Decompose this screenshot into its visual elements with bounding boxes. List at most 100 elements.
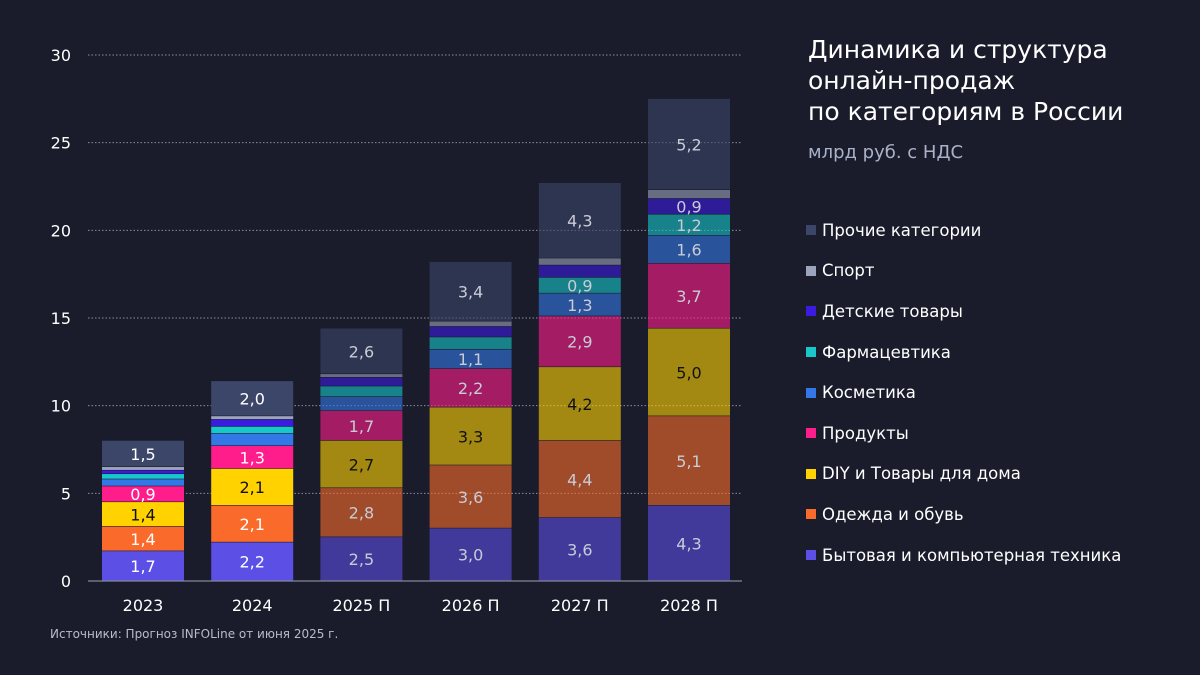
bar-segment <box>320 377 403 386</box>
source-note: Источники: Прогноз INFOLine от июня 2025… <box>50 627 339 641</box>
legend-label: Одежда и обувь <box>822 504 964 524</box>
chart-title: Динамика и структура онлайн-продаж по ка… <box>808 34 1188 127</box>
bar-segment <box>211 416 294 420</box>
bar-segment <box>648 505 730 581</box>
data-label: 0,9 <box>676 198 701 217</box>
bar-segment <box>320 440 403 488</box>
bar-segment <box>648 190 730 199</box>
data-label: 5,2 <box>676 135 701 154</box>
bar-segment <box>320 488 403 537</box>
data-label: 2,0 <box>239 390 264 409</box>
chart-title-line: Динамика и структура <box>808 35 1108 64</box>
chart-title-line: онлайн-продаж <box>808 66 1016 95</box>
bar-segment <box>429 349 512 369</box>
legend-item: Прочие категории <box>806 210 1121 251</box>
bar-segment <box>429 528 512 581</box>
bar-segment <box>538 517 621 581</box>
data-label: 2,9 <box>567 333 592 352</box>
data-label: 1,1 <box>458 350 483 369</box>
bar-segment <box>320 410 403 441</box>
bar-segment <box>538 277 621 293</box>
data-label: 2,2 <box>239 553 264 572</box>
data-label: 3,3 <box>458 427 483 446</box>
legend-label: Прочие категории <box>822 220 982 240</box>
bar-segment <box>538 316 621 367</box>
x-tick-label: 2027 П <box>551 596 609 615</box>
legend-item: DIY и Товары для дома <box>806 454 1121 495</box>
data-label: 1,4 <box>130 530 155 549</box>
data-label: 4,4 <box>567 470 592 489</box>
bar-segment <box>320 537 403 581</box>
data-label: 3,6 <box>567 540 592 559</box>
y-tick-label: 30 <box>51 46 71 65</box>
data-label: 2,6 <box>349 342 374 361</box>
bar-segment <box>102 467 184 470</box>
bar-segment <box>648 214 730 235</box>
bar-segment <box>102 479 184 486</box>
legend-swatch <box>806 428 816 439</box>
bar-segment <box>102 486 184 502</box>
bar-segment <box>211 381 294 416</box>
bar-segment <box>648 416 730 506</box>
data-label: 4,3 <box>676 534 701 553</box>
bar-segment <box>429 321 512 327</box>
legend-label: DIY и Товары для дома <box>822 464 1021 484</box>
data-label: 1,7 <box>349 417 374 436</box>
legend-swatch <box>806 550 816 561</box>
legend-swatch <box>806 306 816 317</box>
legend-swatch <box>806 265 816 276</box>
bar-segment <box>429 407 512 465</box>
data-label: 0,9 <box>567 277 592 296</box>
data-label: 2,7 <box>349 455 374 474</box>
bar-segment <box>211 426 294 434</box>
bar-segment <box>211 542 294 581</box>
data-label: 2,5 <box>349 550 374 569</box>
legend-label: Спорт <box>822 261 875 281</box>
x-tick-label: 2023 <box>123 596 164 615</box>
data-label: 3,4 <box>458 283 483 302</box>
bar-segment <box>538 258 621 265</box>
data-label: 0,9 <box>130 485 155 504</box>
bar-segment <box>211 468 294 506</box>
bar-segment <box>648 328 730 416</box>
data-label: 2,2 <box>458 379 483 398</box>
legend-label: Фармацевтика <box>822 342 951 362</box>
data-label: 1,2 <box>676 216 701 235</box>
data-label: 2,1 <box>239 478 264 497</box>
data-label: 4,3 <box>567 212 592 231</box>
legend: Прочие категории Спорт Детские товары Фарма… <box>806 210 1121 575</box>
y-tick-label: 5 <box>61 484 71 503</box>
x-tick-label: 2026 П <box>442 596 500 615</box>
bar-segment <box>320 396 403 411</box>
legend-label: Детские товары <box>822 301 963 321</box>
legend-swatch <box>806 347 816 358</box>
bar-segment <box>429 465 512 528</box>
legend-item: Продукты <box>806 413 1121 454</box>
bar-segment <box>320 374 403 378</box>
data-label: 2,8 <box>349 504 374 523</box>
legend-item: Спорт <box>806 251 1121 292</box>
data-label: 1,5 <box>130 445 155 464</box>
x-tick-label: 2028 П <box>660 596 718 615</box>
bar-segment <box>102 474 184 479</box>
data-label: 2,1 <box>239 515 264 534</box>
bar-segment <box>211 505 294 542</box>
bar-segment <box>429 337 512 349</box>
bar-segment <box>211 433 294 446</box>
bar-segment <box>320 386 403 397</box>
chart-title-line: по категориям в России <box>808 97 1124 126</box>
legend-swatch <box>806 468 816 479</box>
x-tick-label: 2024 <box>232 596 273 615</box>
legend-label: Косметика <box>822 383 916 403</box>
data-label: 3,6 <box>458 488 483 507</box>
x-tick-label: 2025 П <box>332 596 390 615</box>
legend-swatch <box>806 509 816 520</box>
chart-subtitle: млрд руб. с НДС <box>808 142 964 163</box>
bar-segment <box>538 367 621 441</box>
bar-segment <box>211 419 294 427</box>
bar-segment <box>102 470 184 474</box>
legend-item: Косметика <box>806 372 1121 413</box>
legend-swatch <box>806 387 816 398</box>
data-label: 3,0 <box>458 546 483 565</box>
y-tick-label: 0 <box>61 572 71 591</box>
